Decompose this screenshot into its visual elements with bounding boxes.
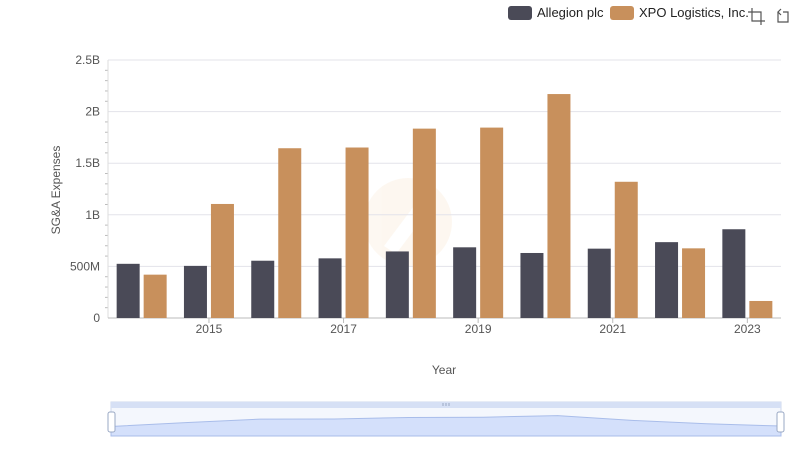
legend-label: XPO Logistics, Inc. <box>639 5 749 20</box>
bar-allegion-2021[interactable] <box>587 248 611 318</box>
y-tick-label: 2.5B <box>75 53 100 67</box>
bar-xpo-2019[interactable] <box>480 127 504 318</box>
range-slider[interactable] <box>107 401 785 437</box>
x-axis: 2015 2017 2019 2021 2023 <box>108 317 781 336</box>
reset-icon[interactable] <box>777 8 789 23</box>
legend-swatch <box>610 6 634 20</box>
legend-item-xpo[interactable]: XPO Logistics, Inc. <box>610 5 749 20</box>
bar-xpo-2020[interactable] <box>547 94 571 318</box>
legend: Allegion plc XPO Logistics, Inc. <box>508 5 749 20</box>
bar-xpo-2022[interactable] <box>682 248 706 318</box>
bars[interactable] <box>116 94 773 318</box>
slider-handle-right[interactable] <box>776 411 785 433</box>
bar-xpo-2016[interactable] <box>278 148 302 318</box>
slider-handle-left[interactable] <box>107 411 116 433</box>
bar-allegion-2015[interactable] <box>183 265 207 318</box>
y-axis-title: SG&A Expenses <box>49 146 63 235</box>
bar-allegion-2014[interactable] <box>116 263 140 318</box>
bar-xpo-2014[interactable] <box>143 274 167 318</box>
slider-grip-icon[interactable] <box>442 403 450 406</box>
bar-allegion-2019[interactable] <box>453 247 477 318</box>
bar-xpo-2015[interactable] <box>210 203 234 318</box>
bar-xpo-2018[interactable] <box>412 128 436 318</box>
x-tick-label: 2023 <box>734 322 761 336</box>
y-axis: 0 500M 1B 1.5B 2B 2.5B <box>70 53 109 325</box>
bar-xpo-2021[interactable] <box>614 181 638 318</box>
x-axis-title: Year <box>432 363 456 377</box>
x-tick-label: 2019 <box>465 322 492 336</box>
bar-allegion-2016[interactable] <box>251 260 275 318</box>
y-tick-label: 1B <box>85 208 100 222</box>
bar-xpo-2017[interactable] <box>345 147 369 318</box>
bar-allegion-2020[interactable] <box>520 252 544 318</box>
y-tick-label: 2B <box>85 105 100 119</box>
grid-lines <box>108 59 781 319</box>
y-tick-label: 1.5B <box>75 156 100 170</box>
crop-icon[interactable] <box>748 8 765 25</box>
y-tick-label: 0 <box>93 311 100 325</box>
y-tick-label: 500M <box>70 259 100 273</box>
x-tick-label: 2015 <box>196 322 223 336</box>
x-tick-label: 2021 <box>599 322 626 336</box>
bar-allegion-2022[interactable] <box>655 242 679 318</box>
legend-swatch <box>508 6 532 20</box>
bar-xpo-2023[interactable] <box>749 300 773 318</box>
x-tick-label: 2017 <box>330 322 357 336</box>
legend-item-allegion[interactable]: Allegion plc <box>508 5 604 20</box>
bar-allegion-2017[interactable] <box>318 258 342 318</box>
bar-allegion-2023[interactable] <box>722 229 746 318</box>
legend-label: Allegion plc <box>537 5 604 20</box>
bar-allegion-2018[interactable] <box>385 251 409 318</box>
